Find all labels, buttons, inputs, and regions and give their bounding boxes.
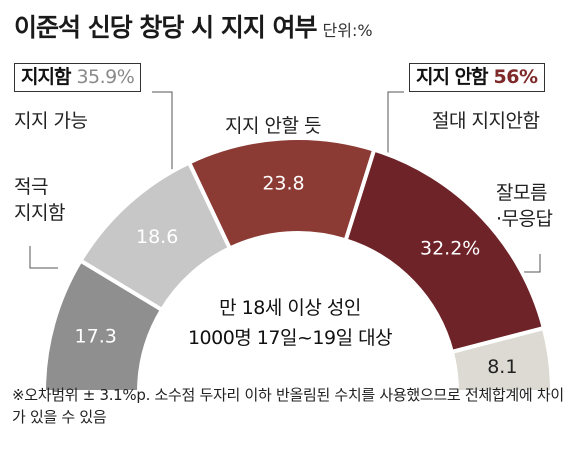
category-label-unlikely: 지지 안할 듯 <box>225 115 321 137</box>
value-label-possible: 18.6 <box>136 226 178 248</box>
support-group-label: 지지함 35.9% <box>14 63 142 92</box>
leader-lines <box>29 91 541 273</box>
category-label-active: 적극 지지함 <box>14 174 65 226</box>
center-note-line1: 만 18세 이상 성인 <box>219 297 361 319</box>
chart-title: 이준석 신당 창당 시 지지 여부 <box>14 13 318 42</box>
leader-line-nonsupport <box>387 91 404 165</box>
footnote: ※오차범위 ± 3.1%p. 소수점 두자리 이하 반올림된 수치를 사용했으므… <box>12 386 564 426</box>
value-label-unlikely: 23.8 <box>262 173 304 195</box>
gauge-segment-unknown <box>449 325 555 394</box>
gauge-arcs <box>41 136 555 394</box>
nonsupport-group-label: 지지 안함 56% <box>409 63 545 92</box>
category-label-active-line1: 적극 <box>14 176 48 198</box>
category-label-possible: 지지 가능 <box>14 110 88 132</box>
support-group-name: 지지함 <box>21 66 71 88</box>
category-label-never: 절대 지지안함 <box>432 110 540 132</box>
value-label-never: 32.2% <box>420 237 480 259</box>
title-row: 이준석 신당 창당 시 지지 여부 단위:% <box>14 8 373 44</box>
leader-line-active <box>29 246 58 269</box>
support-group-value: 35.9% <box>76 66 135 88</box>
center-note-line2: 1000명 17일~19일 대상 <box>187 327 393 349</box>
nonsupport-group-name: 지지 안함 <box>416 66 489 88</box>
nonsupport-group-value: 56% <box>493 66 538 88</box>
value-labels: 17.3 18.6 23.8 32.2% 8.1 <box>75 173 518 378</box>
center-note: 만 18세 이상 성인 1000명 17일~19일 대상 <box>160 293 420 353</box>
value-label-unknown: 8.1 <box>487 356 517 378</box>
category-label-unknown-line2: ·무응답 <box>496 208 553 230</box>
category-label-unknown: 잘모름 ·무응답 <box>496 180 553 232</box>
leader-line-support <box>152 91 173 172</box>
leader-line-unknown <box>524 254 541 273</box>
category-label-unknown-line1: 잘모름 <box>496 182 547 204</box>
value-label-active: 17.3 <box>75 326 117 348</box>
category-label-active-line2: 지지함 <box>14 202 65 224</box>
unit-label: 단위:% <box>322 21 373 40</box>
